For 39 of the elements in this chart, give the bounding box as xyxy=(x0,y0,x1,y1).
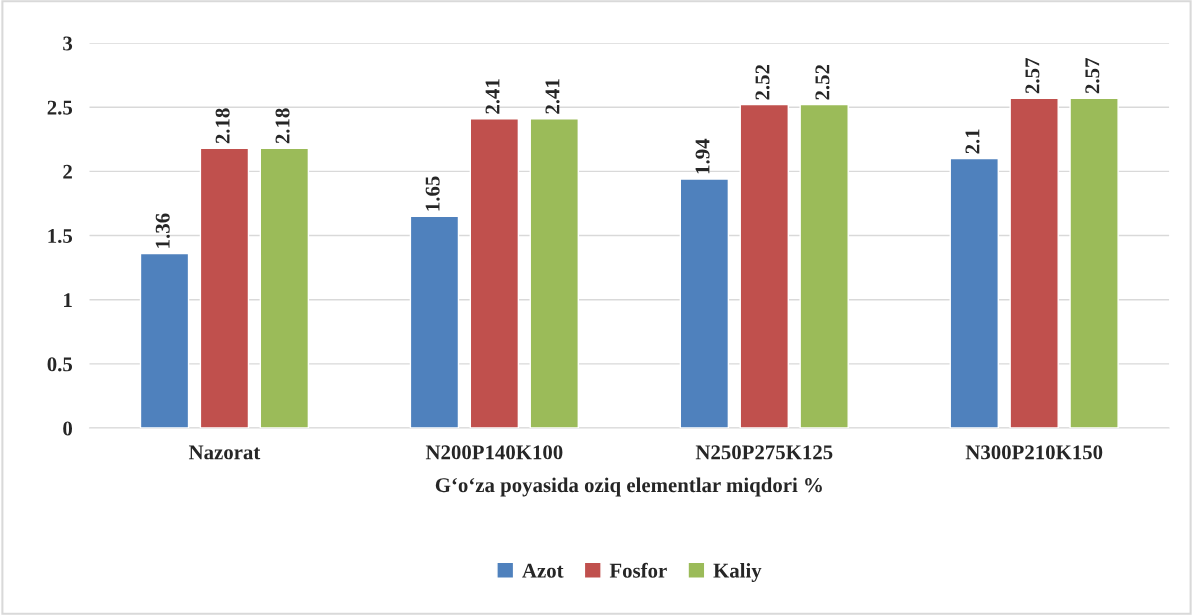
bar xyxy=(409,215,460,429)
data-label: 2.57 xyxy=(1025,58,1040,94)
data-label: 2.18 xyxy=(275,108,290,144)
x-tick-label: N250P275K125 xyxy=(695,445,833,460)
y-tick-label: 2 xyxy=(63,164,72,179)
data-label: 2.41 xyxy=(485,79,500,114)
y-tick-label: 0.5 xyxy=(47,357,73,372)
y-tick-label: 3 xyxy=(63,36,73,51)
data-label: 2.52 xyxy=(755,64,770,100)
data-label: 1.65 xyxy=(425,176,440,211)
x-axis-title: G‘o‘za poyasida oziq elementlar miqdori % xyxy=(435,477,822,497)
bar xyxy=(199,147,250,429)
bar xyxy=(1069,97,1119,429)
data-label: 2.57 xyxy=(1085,58,1100,94)
bar xyxy=(469,118,520,429)
y-tick-label: 1.5 xyxy=(48,229,73,244)
y-tick-label: 2.5 xyxy=(47,100,73,115)
x-tick-label: N200P140K100 xyxy=(425,445,563,460)
bar xyxy=(799,103,849,429)
data-label: 1.94 xyxy=(695,138,710,174)
data-label: 2.18 xyxy=(215,108,230,144)
bar xyxy=(949,157,999,429)
data-label: 2.52 xyxy=(815,64,830,100)
bar xyxy=(679,178,730,429)
bar xyxy=(739,103,789,429)
data-label: 1.36 xyxy=(155,213,170,248)
bar xyxy=(139,252,190,429)
x-tick-label: Nazorat xyxy=(188,445,261,460)
y-tick-label: 0 xyxy=(63,421,73,436)
bar xyxy=(259,147,310,429)
data-label: 2.41 xyxy=(545,79,560,114)
legend-label: Azot xyxy=(522,563,564,578)
bar xyxy=(1009,97,1059,429)
bar xyxy=(529,118,579,429)
x-tick-label: N300P210K150 xyxy=(965,445,1103,460)
legend-label: Kaliy xyxy=(713,563,762,582)
data-label: 2.1 xyxy=(965,129,980,154)
y-tick-label: 1 xyxy=(64,293,72,307)
legend-label: Fosfor xyxy=(609,562,667,578)
